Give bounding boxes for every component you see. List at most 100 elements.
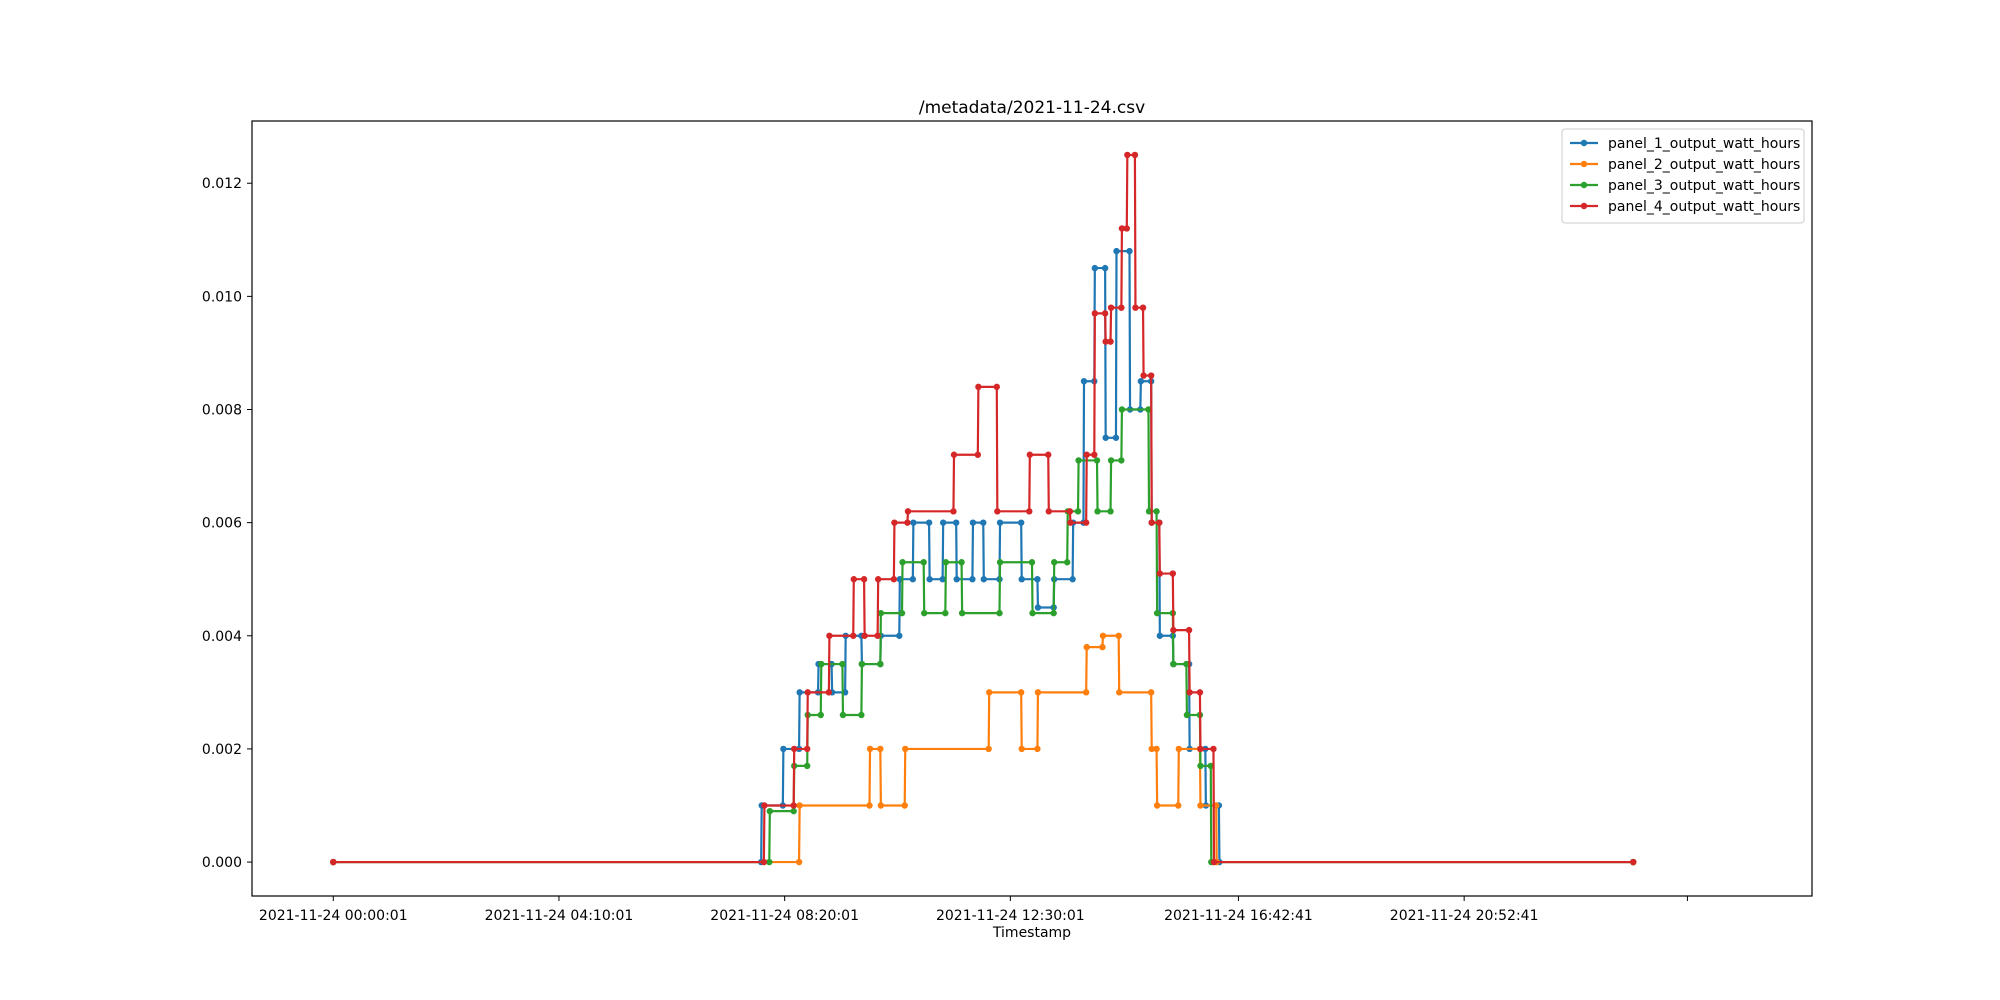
data-point (1091, 264, 1099, 272)
data-point (1066, 508, 1074, 515)
data-point (1067, 519, 1074, 526)
data-point (980, 519, 987, 526)
data-point (874, 632, 881, 639)
data-point (1094, 508, 1101, 515)
legend-label: panel_3_output_watt_hours (1608, 178, 1800, 194)
data-point (1029, 609, 1036, 617)
data-point (825, 689, 833, 696)
x-tick-label: 2021-11-24 00:00:01 (259, 908, 408, 924)
data-point (1126, 247, 1133, 255)
data-point (1051, 559, 1058, 566)
data-point (1118, 457, 1125, 464)
data-point (994, 508, 1001, 515)
data-point (874, 576, 882, 583)
data-point (1107, 338, 1114, 345)
data-point (1018, 745, 1025, 753)
data-point (904, 519, 911, 526)
y-tick-label: 0.000 (202, 855, 242, 871)
y-tick-label: 0.008 (202, 403, 242, 419)
data-point (1115, 632, 1122, 639)
x-tick-label: 2021-11-24 12:30:01 (936, 908, 1085, 924)
data-point (890, 576, 898, 583)
series-line-2 (333, 634, 1634, 864)
data-point (858, 660, 866, 668)
data-point (877, 660, 884, 668)
data-point (898, 609, 906, 617)
data-point (1101, 264, 1109, 272)
data-point (1034, 689, 1042, 696)
legend-item-2: panel_2_output_watt_hours (1570, 157, 1800, 173)
y-tick-label: 0.012 (202, 176, 242, 192)
data-point (1099, 643, 1106, 651)
data-point (1118, 406, 1126, 413)
data-point (996, 559, 1004, 566)
data-point (1207, 762, 1214, 770)
data-point (850, 632, 857, 639)
data-point (1028, 559, 1036, 566)
data-point (790, 802, 797, 809)
data-point (926, 576, 933, 583)
data-point (860, 576, 868, 583)
data-point (925, 519, 933, 526)
data-point (1074, 508, 1082, 515)
legend-item-3: panel_3_output_watt_hours (1570, 178, 1800, 194)
data-point (1153, 508, 1160, 515)
data-point (818, 660, 825, 668)
data-point (1197, 762, 1204, 770)
data-point (1170, 626, 1177, 634)
data-point (1147, 372, 1155, 379)
legend-swatch-marker (1580, 139, 1588, 147)
data-point (910, 519, 917, 526)
legend-item-4: panel_4_output_watt_hours (1570, 199, 1800, 215)
data-point (950, 508, 957, 515)
series-line-3 (333, 408, 1634, 864)
series-line-4 (333, 153, 1634, 864)
data-point (975, 383, 982, 391)
y-tick-label: 0.010 (202, 289, 242, 305)
data-point (996, 519, 1004, 526)
data-point (909, 576, 917, 583)
data-point (958, 609, 966, 617)
data-point (920, 559, 927, 566)
data-point (1075, 457, 1082, 464)
data-point (780, 745, 787, 753)
data-point (891, 519, 898, 526)
data-point (1107, 304, 1115, 311)
data-point (1112, 434, 1120, 441)
data-point (1102, 338, 1109, 345)
data-point (1026, 451, 1034, 458)
data-point (1107, 508, 1114, 515)
data-point (986, 689, 993, 696)
data-point (1169, 570, 1177, 577)
x-tick-label: 2021-11-24 16:42:41 (1164, 908, 1313, 924)
data-point (1116, 689, 1123, 696)
series-points-2 (330, 632, 1637, 866)
plot-frame (251, 120, 1813, 897)
chart-title: /metadata/2021-11-24.csv (919, 98, 1145, 118)
data-point (1026, 508, 1033, 515)
data-point (766, 807, 774, 815)
x-tick-label: 2021-11-24 08:20:01 (710, 908, 859, 924)
data-point (330, 858, 337, 866)
data-point (1050, 609, 1057, 617)
data-point (1018, 576, 1025, 583)
data-point (1210, 858, 1218, 866)
data-point (1082, 689, 1090, 696)
data-point (939, 519, 947, 526)
data-point (1045, 508, 1052, 515)
data-point (1034, 604, 1042, 611)
data-point (796, 689, 803, 696)
legend-label: panel_2_output_watt_hours (1608, 157, 1800, 173)
data-point (1083, 451, 1090, 458)
data-point (1123, 225, 1130, 232)
data-point (985, 745, 992, 753)
y-tick-label: 0.002 (202, 742, 242, 758)
data-point (1124, 151, 1131, 159)
data-point (1183, 660, 1190, 668)
x-tick-label: 2021-11-24 20:52:41 (1390, 908, 1539, 924)
y-axis: 0.000 0.002 0.004 0.006 0.008 0.010 0.012 (202, 176, 252, 871)
data-point (1118, 225, 1126, 232)
x-axis: 2021-11-24 00:00:01 2021-11-24 04:10:01 20… (259, 896, 1688, 924)
data-point (761, 802, 768, 809)
data-point (1082, 519, 1090, 526)
